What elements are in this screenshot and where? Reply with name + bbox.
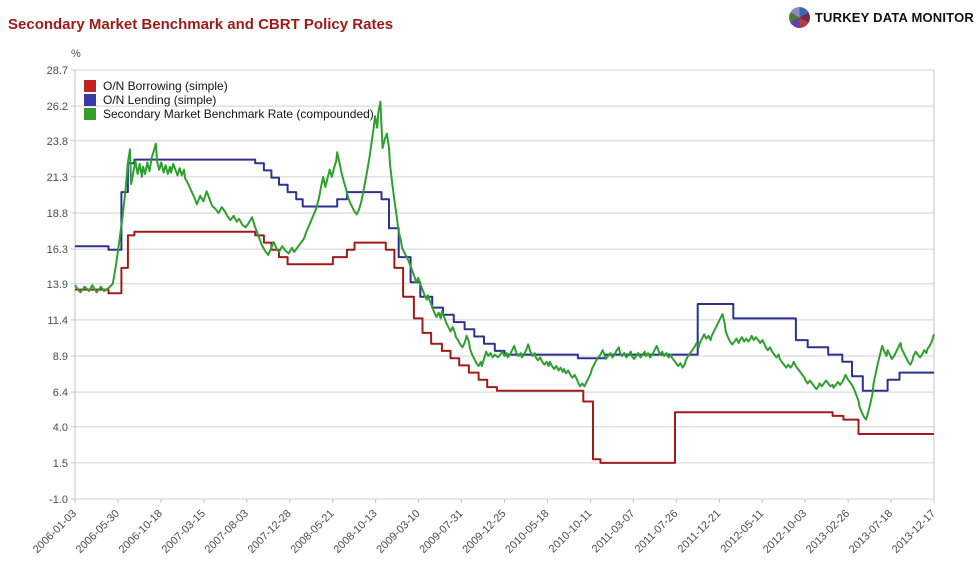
x-tick-label: 2011-03-07: [590, 508, 638, 556]
legend-swatch-benchmark: [84, 108, 96, 120]
y-tick-label: 21.3: [47, 172, 68, 184]
y-tick-label: 26.2: [47, 101, 68, 113]
y-tick-label: 13.9: [47, 279, 68, 291]
page-title: Secondary Market Benchmark and CBRT Poli…: [8, 16, 394, 34]
y-tick-label: 1.5: [53, 458, 68, 470]
x-tick-label: 2008-05-21: [289, 508, 337, 556]
series-line-o-n-borrowing-simple: [75, 230, 934, 464]
x-tick-label: 2008-10-13: [331, 508, 379, 556]
legend-swatch-borrowing: [84, 80, 96, 92]
x-tick-label: 2009-03-10: [374, 508, 422, 556]
brand-name-regular: TURKEY DATA: [814, 10, 912, 25]
legend-label-benchmark: Secondary Market Benchmark Rate (compoun…: [103, 107, 374, 121]
x-tick-label: 2007-12-28: [246, 508, 294, 556]
legend-item-benchmark: Secondary Market Benchmark Rate (compoun…: [84, 107, 374, 121]
brand-name-bold: MONITOR: [911, 10, 974, 25]
x-tick-label: 2013-02-26: [804, 508, 852, 556]
x-tick-label: 2012-05-11: [719, 508, 767, 556]
y-tick-label: 4.0: [53, 422, 68, 434]
series-line-o-n-lending-simple: [75, 158, 934, 392]
legend-item-borrowing: O/N Borrowing (simple): [84, 79, 374, 93]
legend-label-borrowing: O/N Borrowing (simple): [103, 79, 228, 93]
y-tick-label: 8.9: [53, 351, 68, 363]
legend-item-lending: O/N Lending (simple): [84, 93, 374, 107]
x-tick-label: 2013-12-17: [890, 508, 938, 556]
y-tick-label: 11.4: [47, 315, 68, 327]
x-tick-label: 2009-07-31: [417, 508, 465, 556]
series-line-secondary-market-benchmark-rate-compounded: [74, 100, 935, 421]
legend-swatch-lending: [84, 94, 96, 106]
y-axis-unit-label: %: [71, 48, 81, 60]
y-tick-label: 16.3: [47, 244, 68, 256]
x-tick-label: 2006-01-03: [31, 508, 79, 556]
y-tick-label: 23.8: [47, 136, 68, 148]
brand-name: TURKEY DATA MONITOR: [815, 10, 974, 25]
y-tick-label: 6.4: [53, 387, 68, 399]
x-tick-label: 2012-10-03: [761, 508, 809, 556]
x-tick-label: 2009-12-25: [460, 508, 508, 556]
x-tick-label: 2006-05-30: [74, 508, 122, 556]
pie-chart-icon: [788, 7, 810, 28]
y-tick-label: -1.0: [49, 494, 68, 506]
x-tick-label: 2007-03-15: [160, 508, 208, 556]
y-tick-label: 28.7: [47, 65, 68, 77]
brand-logo: TURKEY DATA MONITOR: [788, 7, 974, 28]
chart-legend: O/N Borrowing (simple) O/N Lending (simp…: [84, 79, 374, 121]
x-tick-label: 2011-07-26: [633, 508, 681, 556]
x-tick-label: 2006-10-18: [117, 508, 165, 556]
x-tick-label: 2007-08-03: [203, 508, 251, 556]
x-tick-label: 2010-10-11: [547, 508, 595, 556]
x-tick-label: 2010-05-18: [503, 508, 551, 556]
legend-label-lending: O/N Lending (simple): [103, 93, 217, 107]
y-tick-label: 18.8: [47, 208, 68, 220]
x-tick-label: 2011-12-21: [676, 508, 724, 556]
x-tick-label: 2013-07-18: [847, 508, 895, 556]
